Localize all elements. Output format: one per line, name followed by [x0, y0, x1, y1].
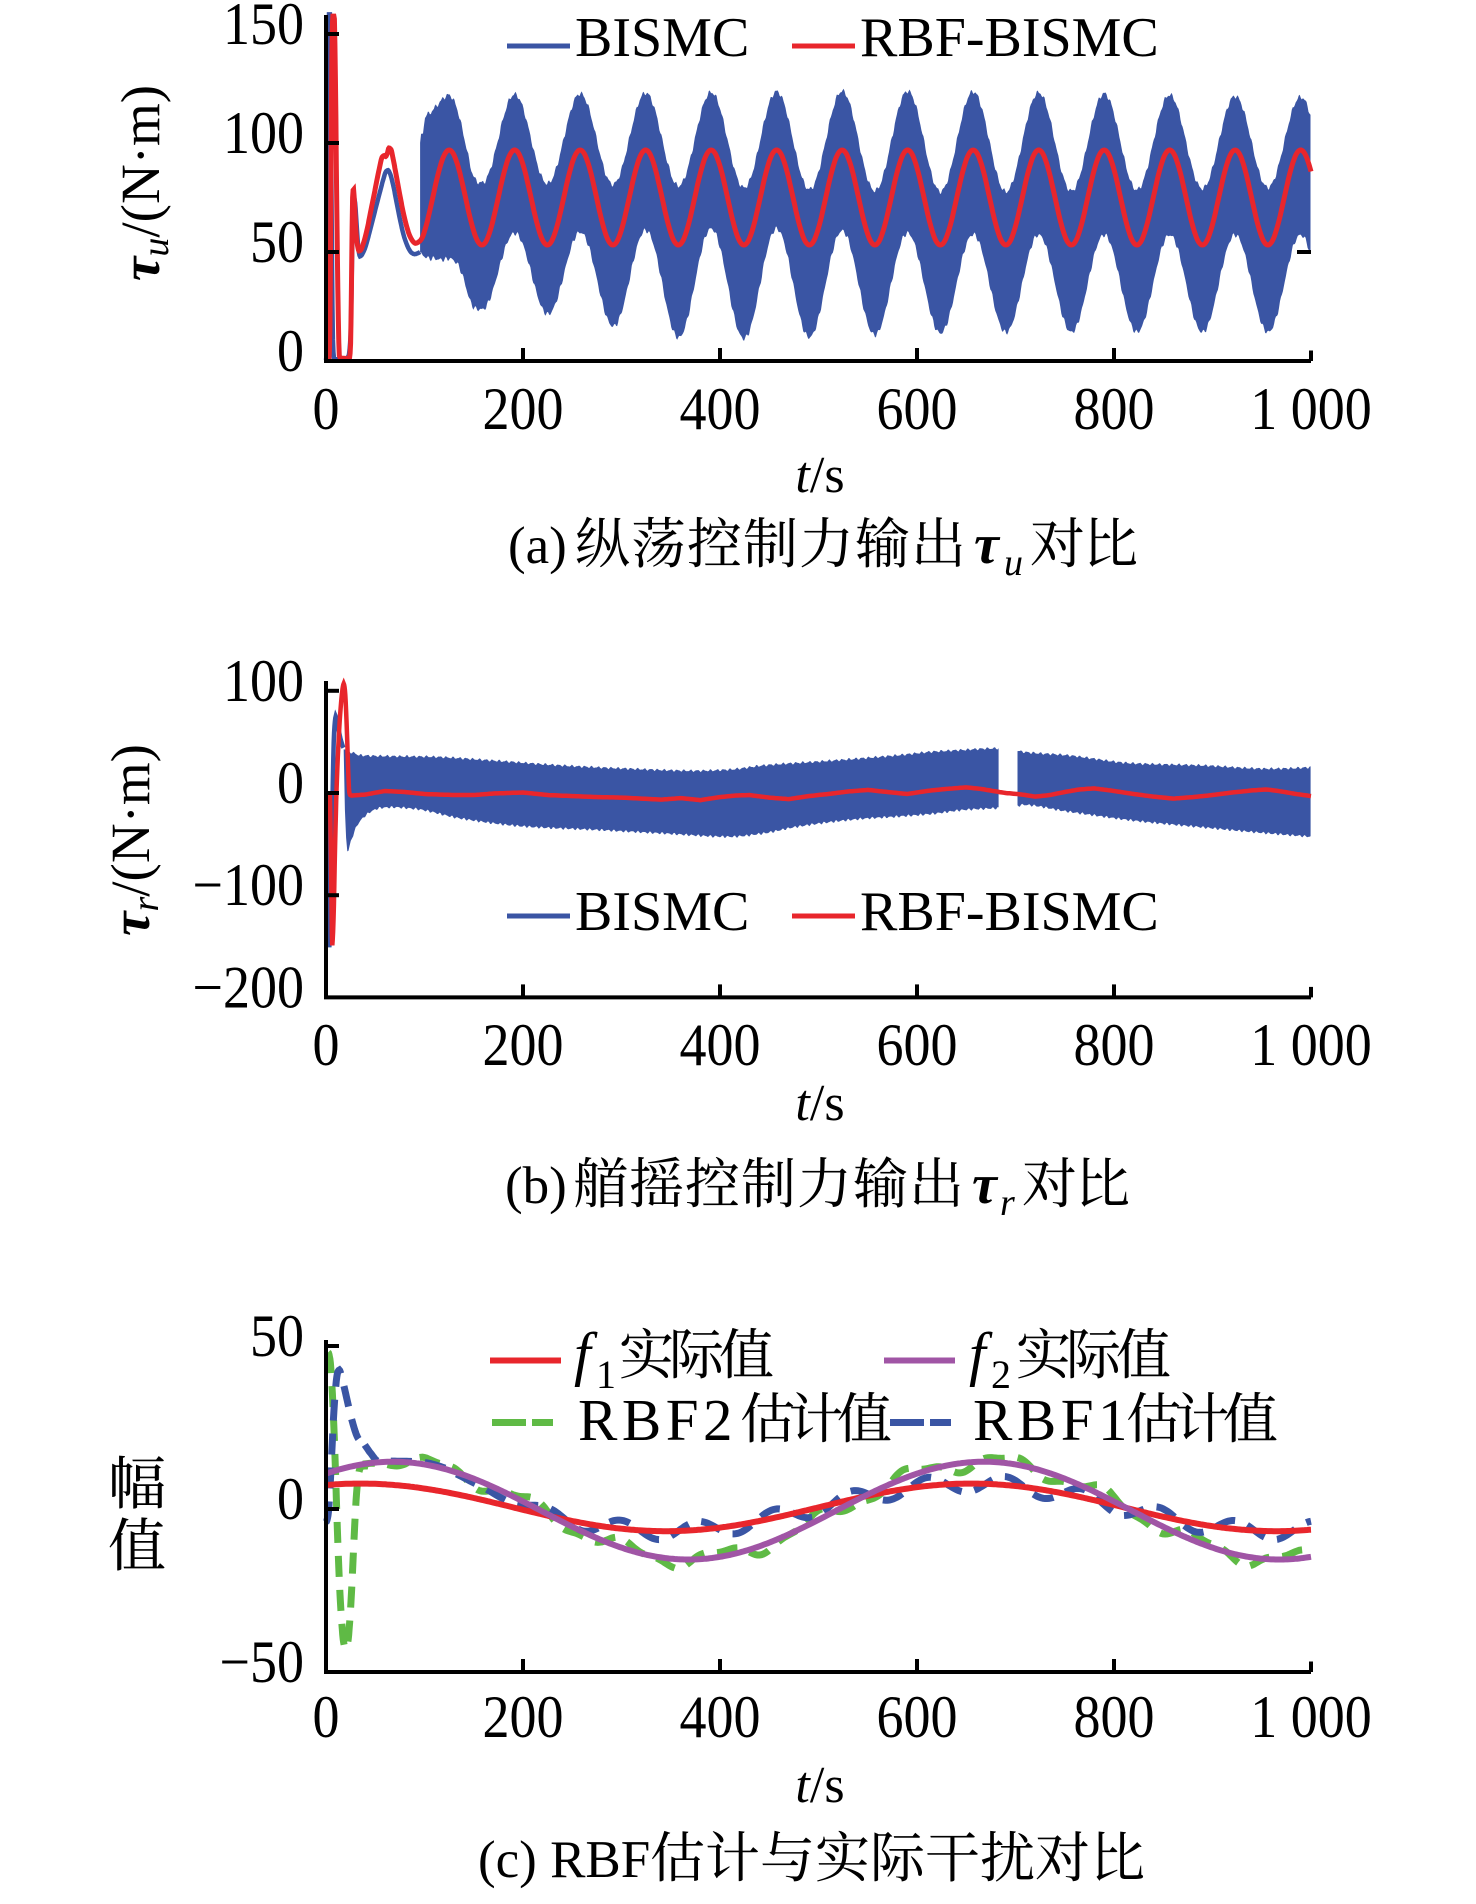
- svg-text:0: 0: [312, 376, 339, 442]
- svg-text:BISMC: BISMC: [575, 881, 749, 943]
- svg-text:r: r: [1000, 1182, 1015, 1224]
- svg-text:RBF1: RBF1: [973, 1387, 1132, 1453]
- svg-text:t/s: t/s: [795, 1757, 844, 1814]
- svg-text:RBF-BISMC: RBF-BISMC: [860, 7, 1159, 69]
- svg-text:2: 2: [991, 1352, 1011, 1397]
- svg-text:τr/(N·m): τr/(N·m): [100, 744, 167, 936]
- svg-text:t/s: t/s: [795, 447, 844, 504]
- svg-text:(c) RBF: (c) RBF: [478, 1831, 650, 1889]
- svg-text:τu/(N·m): τu/(N·m): [110, 85, 177, 281]
- svg-text:1 000: 1 000: [1250, 376, 1372, 442]
- svg-text:400: 400: [679, 1012, 760, 1078]
- svg-text:−200: −200: [193, 955, 304, 1021]
- svg-text:1: 1: [596, 1352, 616, 1397]
- svg-text:1 000: 1 000: [1250, 1012, 1372, 1078]
- svg-text:RBF-BISMC: RBF-BISMC: [860, 881, 1159, 943]
- svg-text:u: u: [1004, 542, 1023, 584]
- svg-text:τ: τ: [972, 1154, 999, 1216]
- svg-text:400: 400: [679, 376, 760, 442]
- svg-text:RBF2: RBF2: [578, 1387, 737, 1453]
- svg-text:1 000: 1 000: [1250, 1684, 1372, 1750]
- svg-text:100: 100: [223, 648, 304, 714]
- svg-text:BISMC: BISMC: [575, 7, 749, 69]
- svg-text:−100: −100: [193, 852, 304, 918]
- svg-text:600: 600: [876, 1012, 957, 1078]
- svg-text:800: 800: [1073, 1012, 1154, 1078]
- svg-text:150: 150: [223, 0, 304, 58]
- svg-text:0: 0: [277, 318, 304, 384]
- svg-text:600: 600: [876, 1684, 957, 1750]
- svg-text:200: 200: [482, 1012, 563, 1078]
- svg-text:400: 400: [679, 1684, 760, 1750]
- svg-text:100: 100: [223, 100, 304, 166]
- svg-text:t/s: t/s: [795, 1075, 844, 1132]
- svg-text:50: 50: [250, 209, 304, 275]
- svg-text:600: 600: [876, 376, 957, 442]
- svg-text:τ: τ: [974, 514, 1001, 576]
- svg-text:(b): (b): [505, 1157, 567, 1215]
- svg-text:200: 200: [482, 1684, 563, 1750]
- svg-text:200: 200: [482, 376, 563, 442]
- svg-text:0: 0: [277, 1466, 304, 1532]
- svg-text:50: 50: [250, 1303, 304, 1369]
- svg-text:800: 800: [1073, 1684, 1154, 1750]
- svg-text:0: 0: [312, 1684, 339, 1750]
- svg-text:(a): (a): [508, 517, 567, 575]
- svg-text:800: 800: [1073, 376, 1154, 442]
- svg-text:0: 0: [277, 750, 304, 816]
- svg-text:−50: −50: [220, 1629, 304, 1695]
- svg-text:0: 0: [312, 1012, 339, 1078]
